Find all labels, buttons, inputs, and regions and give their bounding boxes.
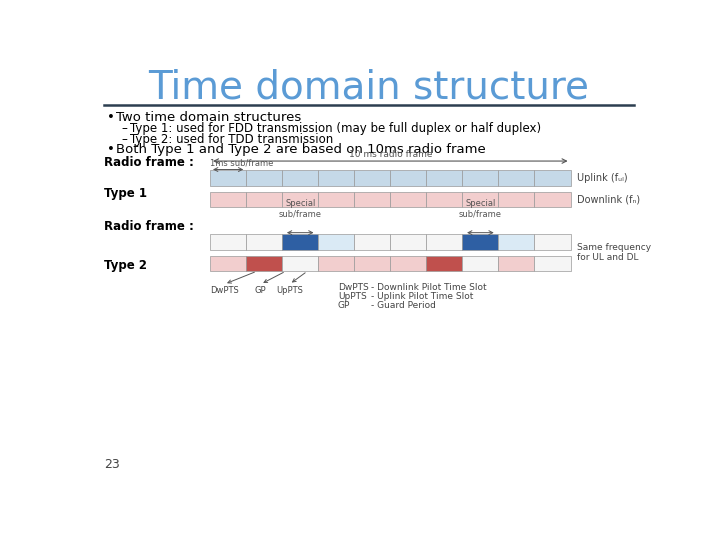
Bar [462, 256, 498, 271]
Bar [246, 256, 282, 271]
Text: UpPTS: UpPTS [338, 292, 366, 301]
Bar [318, 234, 354, 249]
Bar [426, 234, 462, 249]
Text: 23: 23 [104, 458, 120, 471]
Bar [498, 170, 534, 186]
Bar [318, 256, 354, 271]
Text: Downlink (fₙ): Downlink (fₙ) [577, 194, 640, 205]
Text: Special
sub/frame: Special sub/frame [279, 199, 322, 219]
Text: Radio frame :: Radio frame : [104, 156, 194, 168]
Bar [390, 256, 426, 271]
Bar [498, 192, 534, 207]
Bar [498, 256, 534, 271]
Bar [318, 170, 354, 186]
Bar [534, 192, 570, 207]
Bar [354, 256, 390, 271]
Bar [354, 170, 390, 186]
Bar [462, 234, 498, 249]
Bar [462, 192, 498, 207]
Text: DwPTS: DwPTS [210, 286, 238, 295]
Text: Two time domain structures: Two time domain structures [117, 111, 302, 124]
Text: Radio frame :: Radio frame : [104, 220, 194, 233]
Bar [246, 192, 282, 207]
Bar [354, 192, 390, 207]
Text: Type 1: Type 1 [104, 187, 147, 200]
Text: Type 1: used for FDD transmission (may be full duplex or half duplex): Type 1: used for FDD transmission (may b… [130, 122, 541, 135]
Bar [210, 256, 246, 271]
Text: GP: GP [338, 301, 351, 310]
Bar [210, 170, 246, 186]
Bar [210, 234, 246, 249]
Bar [282, 192, 318, 207]
Bar [282, 256, 318, 271]
Text: Special
sub/frame: Special sub/frame [459, 199, 502, 219]
Bar [246, 170, 282, 186]
Bar [426, 256, 462, 271]
Bar [426, 170, 462, 186]
Bar [534, 234, 570, 249]
Bar [282, 170, 318, 186]
Text: Same frequency
for UL and DL: Same frequency for UL and DL [577, 243, 651, 262]
Text: 1ms sub/frame: 1ms sub/frame [210, 158, 274, 167]
Bar [390, 192, 426, 207]
Bar [534, 170, 570, 186]
Bar [534, 256, 570, 271]
Text: Type 2: used for TDD transmission: Type 2: used for TDD transmission [130, 132, 333, 146]
Bar [210, 192, 246, 207]
Bar [498, 234, 534, 249]
Bar [462, 170, 498, 186]
Text: •: • [107, 111, 115, 124]
Text: DwPTS: DwPTS [338, 283, 369, 292]
Bar [246, 234, 282, 249]
Text: - Guard Period: - Guard Period [371, 301, 436, 310]
Text: Both Type 1 and Type 2 are based on 10ms radio frame: Both Type 1 and Type 2 are based on 10ms… [117, 143, 486, 157]
Bar [282, 234, 318, 249]
Text: 10 ms radio frame: 10 ms radio frame [348, 150, 432, 159]
Text: –: – [121, 132, 127, 146]
Text: •: • [107, 143, 115, 157]
Text: - Downlink Pilot Time Slot: - Downlink Pilot Time Slot [371, 283, 486, 292]
Text: GP: GP [255, 286, 266, 295]
Text: Time domain structure: Time domain structure [148, 69, 590, 107]
Bar [426, 192, 462, 207]
Bar [390, 170, 426, 186]
Bar [318, 192, 354, 207]
Bar [390, 234, 426, 249]
Text: Uplink (fᵤₗ): Uplink (fᵤₗ) [577, 173, 627, 183]
Text: Type 2: Type 2 [104, 259, 147, 272]
Bar [354, 234, 390, 249]
Text: –: – [121, 122, 127, 135]
Text: - Uplink Pilot Time Slot: - Uplink Pilot Time Slot [371, 292, 473, 301]
Text: UpPTS: UpPTS [276, 286, 303, 295]
